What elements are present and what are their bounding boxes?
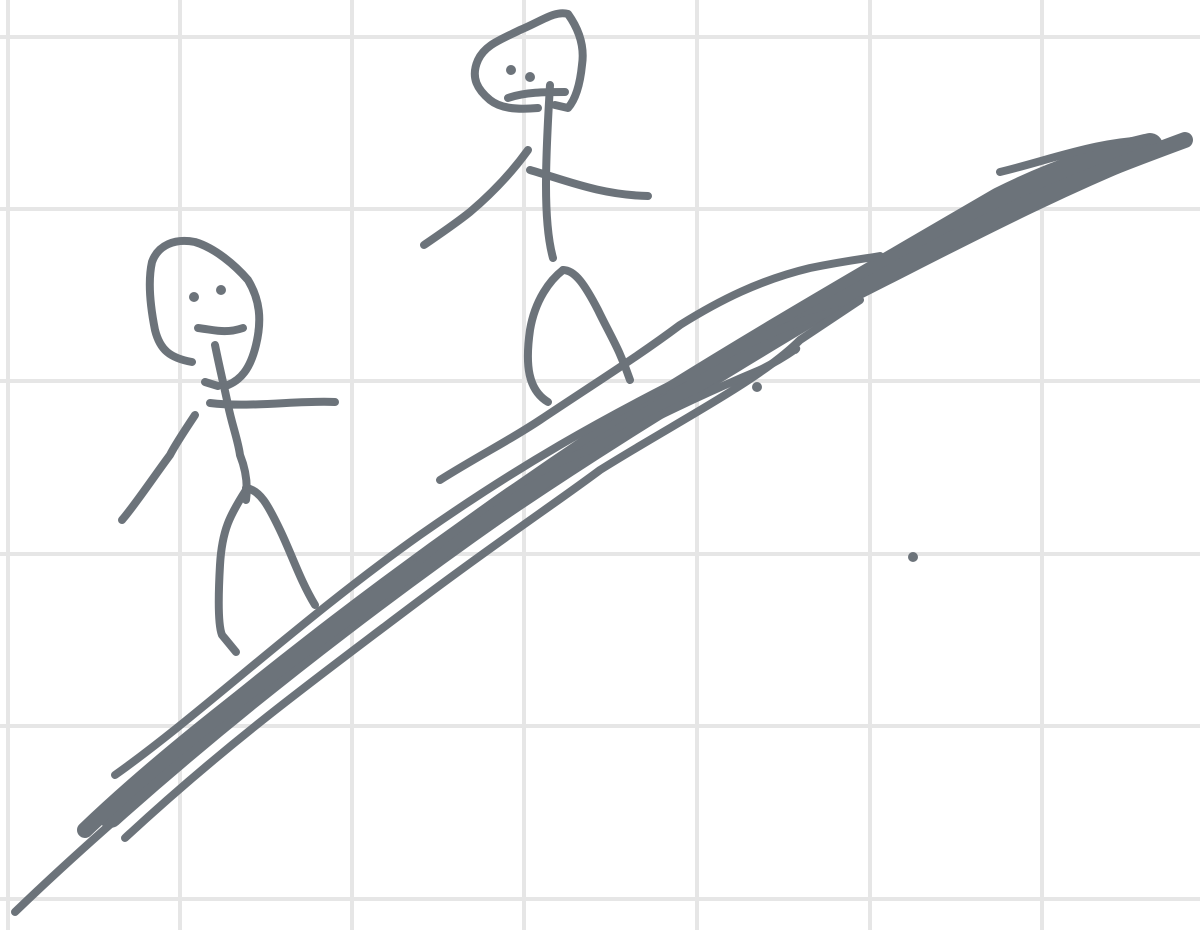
eye (506, 65, 516, 75)
ramp-stroke (996, 136, 1159, 176)
arm (118, 411, 199, 524)
head (470, 9, 587, 113)
arm (201, 378, 222, 390)
stick-figure-right (420, 9, 652, 406)
arm (420, 146, 532, 249)
ramp-stroke (436, 252, 884, 484)
eye (216, 285, 226, 295)
body (211, 341, 251, 504)
leg (242, 484, 319, 609)
arm (526, 166, 652, 200)
leg (214, 486, 250, 656)
head (145, 237, 264, 389)
dot (752, 382, 762, 392)
ramp-stroke (11, 138, 1189, 916)
leg (523, 266, 567, 406)
ramp-stroke (111, 306, 844, 779)
mouth (194, 324, 247, 336)
ramp (11, 132, 1193, 916)
body (542, 81, 557, 262)
eye (189, 292, 199, 302)
ramp-stroke (121, 296, 864, 842)
dot (908, 552, 918, 562)
stick-figure-left (118, 237, 339, 656)
ramp-stroke (77, 132, 1193, 838)
arm (206, 397, 339, 409)
eye (525, 72, 535, 82)
ramp-stroke (416, 344, 801, 564)
mouth (504, 88, 569, 102)
leg (559, 266, 634, 384)
